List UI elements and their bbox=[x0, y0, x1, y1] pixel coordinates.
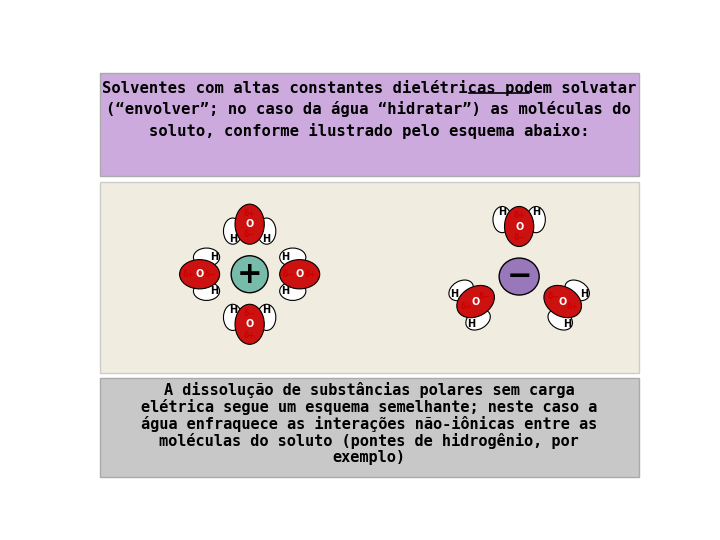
FancyBboxPatch shape bbox=[99, 378, 639, 477]
Ellipse shape bbox=[548, 309, 572, 330]
Text: H: H bbox=[467, 319, 475, 328]
Text: H: H bbox=[263, 234, 271, 244]
Text: δ−: δ− bbox=[204, 270, 216, 279]
Text: δ+: δ+ bbox=[461, 302, 472, 312]
Ellipse shape bbox=[499, 258, 539, 295]
Text: Solventes com altas constantes dielétricas podem solvatar: Solventes com altas constantes dielétric… bbox=[102, 80, 636, 96]
Ellipse shape bbox=[223, 304, 242, 330]
Text: O: O bbox=[246, 319, 253, 329]
Text: δ−: δ− bbox=[479, 292, 491, 301]
Ellipse shape bbox=[505, 206, 534, 247]
Ellipse shape bbox=[179, 260, 220, 289]
Text: O: O bbox=[296, 269, 304, 279]
FancyBboxPatch shape bbox=[99, 72, 639, 177]
Ellipse shape bbox=[235, 304, 264, 345]
Text: exemplo): exemplo) bbox=[333, 450, 405, 465]
Text: H: H bbox=[451, 289, 459, 299]
Text: água enfraquece as interações não-iônicas entre as: água enfraquece as interações não-iônica… bbox=[141, 416, 597, 431]
Ellipse shape bbox=[466, 309, 490, 330]
Text: O: O bbox=[472, 296, 480, 307]
Ellipse shape bbox=[194, 282, 220, 300]
Ellipse shape bbox=[527, 206, 545, 233]
Text: δ+: δ+ bbox=[244, 209, 256, 218]
Text: moléculas do soluto (pontes de hidrogênio, por: moléculas do soluto (pontes de hidrogêni… bbox=[159, 433, 579, 449]
Text: O: O bbox=[559, 296, 567, 307]
Ellipse shape bbox=[449, 280, 473, 301]
Ellipse shape bbox=[279, 282, 306, 300]
Text: δ+: δ+ bbox=[305, 270, 316, 279]
Text: δ−: δ− bbox=[244, 309, 256, 318]
Text: H: H bbox=[229, 234, 237, 244]
Text: δ−: δ− bbox=[547, 292, 559, 301]
Text: +: + bbox=[237, 260, 263, 289]
Text: δ−: δ− bbox=[244, 231, 256, 239]
FancyBboxPatch shape bbox=[99, 182, 639, 373]
Ellipse shape bbox=[456, 286, 495, 318]
Text: A dissolução de substâncias polares sem carga: A dissolução de substâncias polares sem … bbox=[163, 382, 575, 398]
Ellipse shape bbox=[231, 256, 268, 293]
Text: δ+: δ+ bbox=[183, 270, 194, 279]
Text: (“envolver”; no caso da água “hidratar”) as moléculas do: (“envolver”; no caso da água “hidratar”)… bbox=[107, 102, 631, 118]
Text: δ−: δ− bbox=[513, 233, 525, 242]
Ellipse shape bbox=[257, 304, 276, 330]
Text: soluto, conforme ilustrado pelo esquema abaixo:: soluto, conforme ilustrado pelo esquema … bbox=[149, 123, 589, 139]
Text: H: H bbox=[263, 305, 271, 315]
Text: H: H bbox=[532, 207, 540, 217]
Text: H: H bbox=[210, 286, 218, 296]
Text: δ+: δ+ bbox=[513, 211, 525, 220]
Ellipse shape bbox=[194, 248, 220, 267]
Text: H: H bbox=[229, 305, 237, 315]
Ellipse shape bbox=[235, 204, 264, 244]
Ellipse shape bbox=[279, 260, 320, 289]
Text: H: H bbox=[281, 286, 289, 296]
Text: elétrica segue um esquema semelhante; neste caso a: elétrica segue um esquema semelhante; ne… bbox=[141, 399, 597, 415]
Text: H: H bbox=[498, 207, 506, 217]
Text: δ+: δ+ bbox=[244, 330, 256, 340]
Text: H: H bbox=[563, 319, 571, 328]
Ellipse shape bbox=[544, 286, 582, 318]
Ellipse shape bbox=[279, 248, 306, 267]
Text: H: H bbox=[580, 289, 588, 299]
Text: −: − bbox=[506, 262, 532, 291]
Ellipse shape bbox=[493, 206, 511, 233]
Text: δ+: δ+ bbox=[566, 302, 578, 312]
Text: H: H bbox=[210, 252, 218, 262]
Text: O: O bbox=[246, 219, 253, 229]
Text: O: O bbox=[515, 221, 523, 232]
Text: δ−: δ− bbox=[283, 270, 294, 279]
Ellipse shape bbox=[223, 218, 242, 244]
Ellipse shape bbox=[257, 218, 276, 244]
Text: H: H bbox=[281, 252, 289, 262]
Ellipse shape bbox=[565, 280, 590, 301]
Text: O: O bbox=[195, 269, 204, 279]
